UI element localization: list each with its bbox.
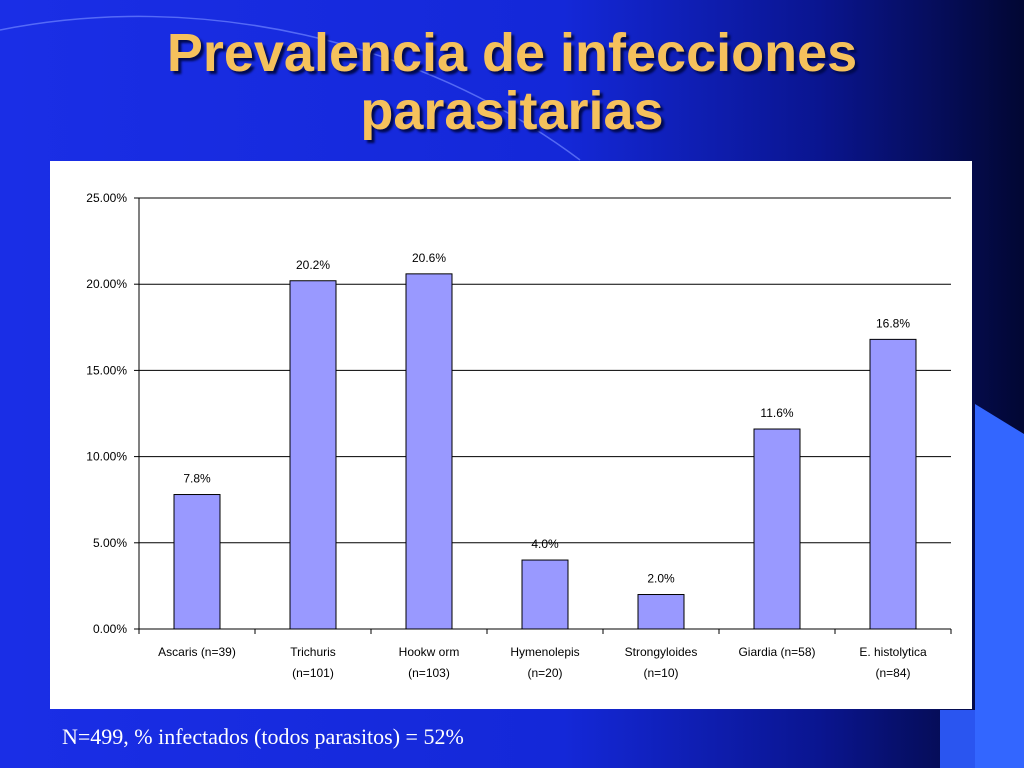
data-label: 11.6% — [760, 406, 793, 420]
bar — [521, 559, 569, 630]
bar — [173, 494, 221, 630]
y-tick-label: 0.00% — [93, 622, 127, 636]
x-tick-label: Giardia (n=58) — [738, 645, 815, 659]
x-tick-label: (n=10) — [643, 666, 678, 680]
x-tick-label: Hymenolepis — [510, 645, 579, 659]
y-tick-label: 20.00% — [86, 277, 127, 291]
data-label: 2.0% — [647, 572, 675, 586]
bar — [405, 273, 453, 630]
x-tick-label: Strongyloides — [625, 645, 698, 659]
y-tick-label: 15.00% — [86, 363, 127, 377]
slide-title-line2: parasitarias — [360, 81, 664, 141]
x-tick-label: E. histolytica — [859, 645, 927, 659]
footer-note: N=499, % infectados (todos parasitos) = … — [62, 724, 464, 749]
chart-panel: 0.00% 5.00% 10.00% 15.00% 20.00% 25.00% 7.8% As… — [50, 161, 972, 709]
x-tick-label: (n=101) — [292, 666, 334, 680]
x-tick-label: (n=103) — [408, 666, 450, 680]
y-tick-label: 25.00% — [86, 191, 127, 205]
x-tick-label: Trichuris — [290, 645, 336, 659]
bar — [637, 594, 685, 630]
bar — [289, 280, 337, 630]
data-label: 20.2% — [296, 258, 330, 272]
x-tick-label: Ascaris (n=39) — [158, 645, 236, 659]
slide-title-line1: Prevalencia de infecciones — [166, 23, 858, 83]
data-label: 4.0% — [531, 537, 559, 551]
data-label: 7.8% — [183, 472, 211, 486]
x-tick-label: Hookw orm — [399, 645, 460, 659]
y-tick-label: 10.00% — [86, 450, 127, 464]
bar — [753, 428, 801, 630]
data-label: 20.6% — [412, 251, 446, 265]
data-label: 16.8% — [876, 316, 910, 330]
x-tick-label: (n=20) — [527, 666, 562, 680]
x-tick-label: (n=84) — [875, 666, 910, 680]
y-tick-label: 5.00% — [93, 536, 127, 550]
bar-chart: 0.00% 5.00% 10.00% 15.00% 20.00% 25.00% 7.8% As… — [86, 191, 952, 680]
bar — [869, 338, 917, 630]
